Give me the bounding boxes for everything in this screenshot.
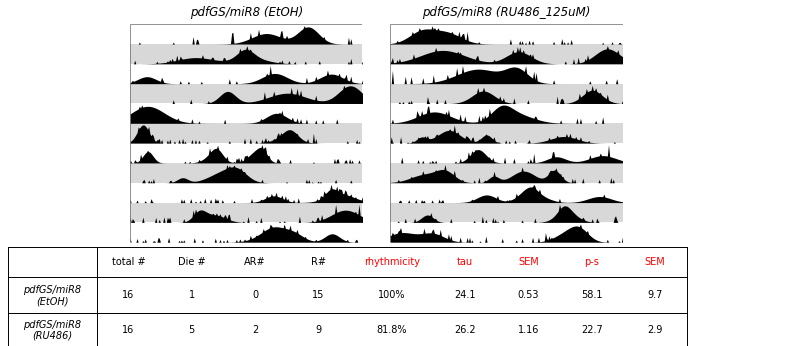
Text: 0.53: 0.53 [518, 290, 539, 300]
Text: tau: tau [457, 257, 473, 267]
Text: 1: 1 [188, 290, 195, 300]
Bar [390, 64, 623, 84]
Bar [390, 44, 623, 64]
Text: 2: 2 [252, 325, 258, 335]
Text: pdfGS/miR8: pdfGS/miR8 [23, 320, 81, 330]
Bar [130, 143, 362, 163]
Text: (EtOH): (EtOH) [36, 296, 69, 306]
Text: R#: R# [310, 257, 325, 267]
Text: 9.7: 9.7 [647, 290, 663, 300]
Text: 22.7: 22.7 [581, 325, 603, 335]
Bar [390, 202, 623, 222]
Bar [130, 222, 362, 242]
Text: pdfGS/miR8 (EtOH): pdfGS/miR8 (EtOH) [190, 6, 303, 19]
Text: 100%: 100% [378, 290, 406, 300]
Text: 5: 5 [188, 325, 195, 335]
Bar [130, 202, 362, 222]
Bar [390, 103, 623, 123]
Text: (RU486): (RU486) [32, 331, 72, 341]
Bar [130, 123, 362, 143]
Text: 2.9: 2.9 [647, 325, 663, 335]
Text: 1.16: 1.16 [518, 325, 539, 335]
Bar [130, 24, 362, 44]
Text: AR#: AR# [244, 257, 266, 267]
Text: 15: 15 [312, 290, 325, 300]
Bar [390, 222, 623, 242]
Bar [390, 163, 623, 183]
Bar [390, 84, 623, 103]
Text: 16: 16 [122, 290, 135, 300]
Text: 24.1: 24.1 [455, 290, 476, 300]
Text: SEM: SEM [518, 257, 539, 267]
Bar [130, 44, 362, 64]
Text: pdfGS/miR8 (RU486_125uM): pdfGS/miR8 (RU486_125uM) [422, 6, 590, 19]
Text: Die #: Die # [178, 257, 206, 267]
Bar [130, 84, 362, 103]
Text: 16: 16 [122, 325, 135, 335]
Text: pdfGS/miR8: pdfGS/miR8 [23, 285, 81, 295]
Bar [130, 183, 362, 202]
Text: 81.8%: 81.8% [377, 325, 407, 335]
Text: 58.1: 58.1 [581, 290, 603, 300]
Text: 9: 9 [315, 325, 322, 335]
Bar [390, 183, 623, 202]
Text: rhythmicity: rhythmicity [364, 257, 420, 267]
Bar [130, 163, 362, 183]
Bar [390, 143, 623, 163]
Bar [130, 64, 362, 84]
Text: 0: 0 [252, 290, 258, 300]
Text: total #: total # [112, 257, 145, 267]
Text: SEM: SEM [645, 257, 665, 267]
Bar [130, 103, 362, 123]
Bar [390, 24, 623, 44]
Text: 26.2: 26.2 [454, 325, 476, 335]
Bar [390, 123, 623, 143]
Text: p-s: p-s [584, 257, 599, 267]
